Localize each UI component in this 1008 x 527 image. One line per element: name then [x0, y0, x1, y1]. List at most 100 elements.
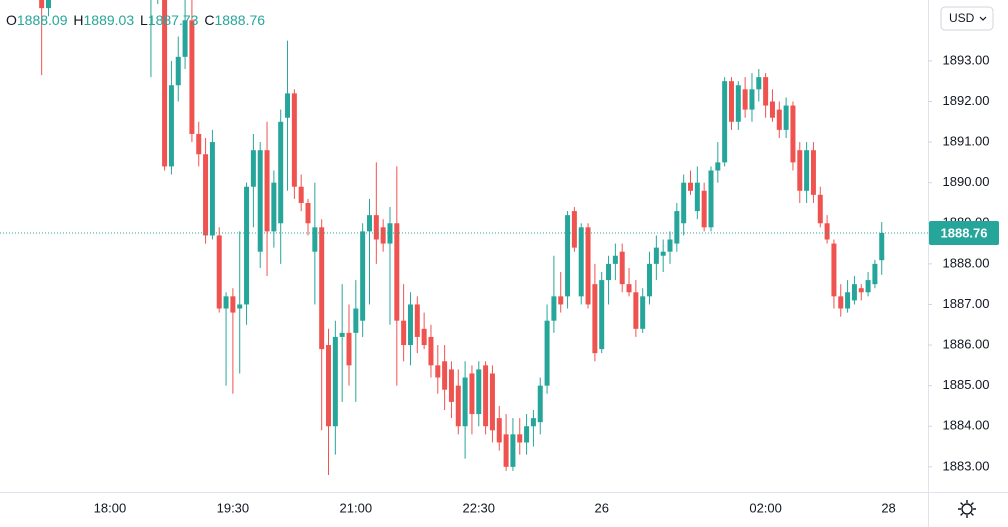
candle-body	[380, 227, 386, 244]
candle-body	[810, 150, 816, 195]
y-tick-label: 1885.00	[943, 377, 990, 392]
candle-body	[838, 296, 844, 309]
candle-body	[524, 426, 530, 443]
ohlc-label: O	[6, 12, 17, 28]
candle-body	[769, 101, 775, 118]
candle-body	[681, 182, 687, 224]
candle-body	[175, 56, 181, 86]
candle-body	[715, 162, 721, 171]
candle-body	[599, 280, 605, 350]
candle-body	[326, 345, 332, 427]
candle-body	[387, 223, 393, 244]
candle-body	[366, 215, 372, 232]
candle-body	[872, 263, 878, 285]
candle-body	[250, 150, 256, 187]
x-tick-label: 26	[594, 500, 608, 515]
ohlc-value: 1887.73	[148, 12, 199, 28]
candle-body	[879, 233, 885, 261]
candle-body	[783, 105, 789, 130]
candle-body	[735, 85, 741, 122]
candle-body	[162, 0, 168, 167]
candle-body	[298, 186, 304, 203]
candle-body	[209, 142, 215, 236]
currency-box[interactable]	[940, 6, 994, 31]
candle-body	[271, 182, 277, 232]
candle-body	[776, 109, 782, 130]
y-tick-label: 1888.00	[943, 255, 990, 270]
candle-body	[660, 251, 666, 256]
x-tick-label: 21:00	[340, 500, 373, 515]
candle-body	[476, 369, 482, 415]
candle-body	[448, 369, 454, 402]
candle-body	[653, 247, 659, 264]
x-tick-label: 18:00	[94, 500, 127, 515]
candle-body	[592, 284, 598, 354]
candle-body	[667, 239, 673, 252]
candle-body	[694, 182, 700, 212]
ohlc-label: H	[73, 12, 83, 28]
candle-body	[633, 292, 639, 329]
candle-body	[203, 154, 209, 236]
candle-body	[414, 304, 420, 337]
candle-body	[319, 227, 325, 350]
currency-label[interactable]: USD	[949, 11, 975, 25]
candle-body	[230, 296, 236, 313]
candle-body	[851, 284, 857, 301]
candle-body	[571, 211, 577, 248]
y-tick-label: 1891.00	[943, 134, 990, 149]
candle-body	[551, 296, 557, 321]
gear-teeth[interactable]	[958, 500, 976, 518]
candle-body	[640, 296, 646, 329]
candle-body	[517, 434, 523, 443]
axes: 1883.00 1884.00 1885.00 1886.00 1887.00 1888.…	[94, 52, 999, 515]
candle-body	[401, 320, 407, 346]
candle-body	[353, 308, 359, 333]
candle-body	[168, 85, 174, 167]
candle-body	[189, 20, 195, 134]
y-tick-label: 1890.00	[943, 174, 990, 189]
settings-button[interactable]	[958, 500, 976, 518]
gear-icon[interactable]	[961, 503, 973, 515]
candle-body	[845, 292, 851, 309]
candle-body	[647, 263, 653, 297]
candle-body	[264, 150, 270, 232]
y-tick-label: 1892.00	[943, 93, 990, 108]
candle-body	[312, 227, 318, 252]
candle-body	[462, 377, 468, 427]
candle-body	[421, 328, 427, 346]
candle-body	[346, 332, 352, 366]
candle-body	[291, 93, 297, 187]
candle-body	[278, 121, 284, 224]
x-tick-label: 28	[881, 500, 895, 515]
candle-body	[626, 284, 632, 293]
candle-body	[469, 373, 475, 415]
candle-body	[339, 332, 345, 337]
currency-button[interactable]: USD	[940, 6, 994, 31]
candle-body	[728, 81, 734, 122]
ohlc-label: C	[204, 12, 214, 28]
y-tick-label: 1883.00	[943, 458, 990, 473]
candle-body	[407, 304, 413, 346]
candle-body	[489, 373, 495, 431]
candle-body	[612, 255, 618, 264]
candle-body	[257, 150, 263, 252]
candle-body	[824, 223, 830, 240]
candle-body	[332, 336, 338, 427]
ohlc-value: 1888.09	[17, 12, 68, 28]
candle-body	[503, 434, 509, 467]
candle-body	[305, 202, 311, 224]
ohlc-header: O1888.09 H1889.03 L1887.73 C1888.76	[6, 12, 265, 28]
candle-body	[742, 89, 748, 110]
candle-body	[182, 20, 188, 57]
y-tick-label: 1886.00	[943, 336, 990, 351]
candle-body	[537, 385, 543, 423]
plot-area	[0, 0, 928, 475]
candle-body	[435, 365, 441, 378]
candle-body	[223, 296, 229, 309]
candle-body	[688, 182, 693, 191]
candle-body	[442, 361, 448, 390]
y-tick-label: 1893.00	[943, 52, 990, 67]
chevron-icon[interactable]	[979, 16, 987, 21]
